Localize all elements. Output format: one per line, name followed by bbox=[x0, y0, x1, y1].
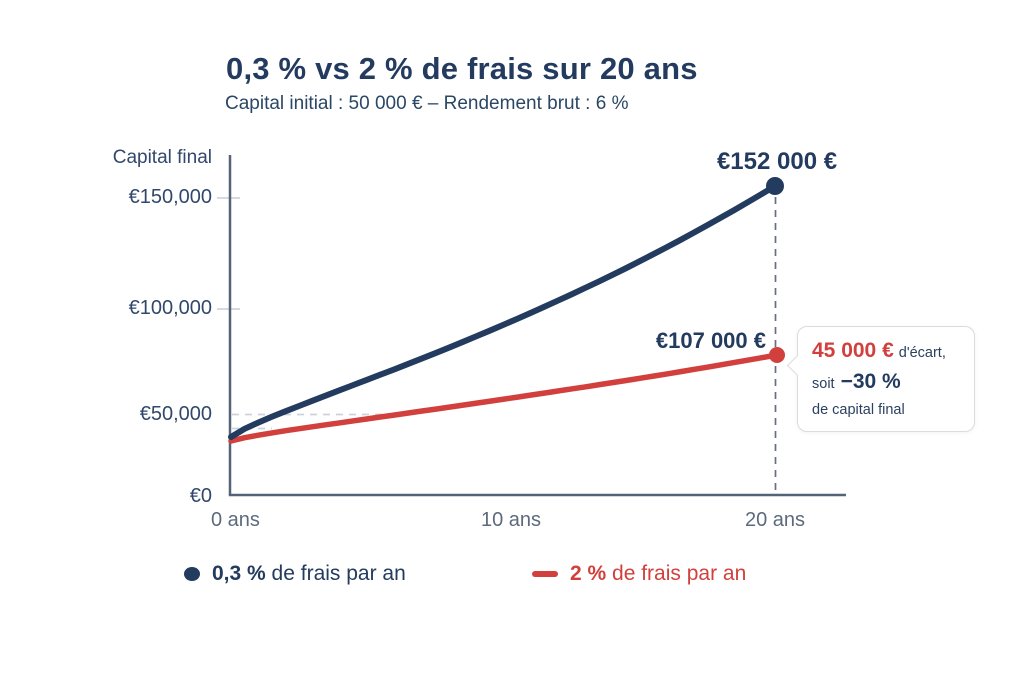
legend-label-2pct: 2 % de frais par an bbox=[570, 562, 746, 586]
legend-rest-2pct: de frais par an bbox=[612, 562, 747, 585]
series-endpoint-2pct bbox=[769, 347, 785, 363]
callout-amount-suffix: d'écart, bbox=[898, 345, 946, 361]
legend-item-0_3pct: 0,3 % de frais par an bbox=[184, 560, 406, 588]
legend-value-2pct: 2 % bbox=[570, 562, 607, 585]
y-tick-150000: €150,000 bbox=[128, 186, 212, 208]
dot-icon bbox=[184, 567, 200, 581]
legend-value-0_3pct: 0,3 % bbox=[212, 562, 266, 585]
callout-line-1: 45 000 € d'écart, bbox=[812, 338, 960, 364]
x-tick-0-ans: 0 ans bbox=[211, 509, 260, 531]
y-tick-50000: €50,000 bbox=[139, 403, 212, 425]
y-tick-100000: €100,000 bbox=[128, 297, 212, 319]
y-tick-0: €0 bbox=[189, 485, 212, 507]
callout-line-2: soit −30 % bbox=[812, 369, 960, 395]
callout-amount: 45 000 € bbox=[812, 339, 894, 362]
series-line-2pct bbox=[228, 352, 780, 444]
callout-soit: soit bbox=[812, 376, 835, 393]
legend-rest-0_3pct: de frais par an bbox=[271, 562, 406, 585]
series-line-0_3pct bbox=[228, 183, 778, 440]
end-value-label-2pct: €107 000 € bbox=[655, 328, 766, 353]
x-tick-20-ans: 20 ans bbox=[744, 509, 806, 531]
dash-icon bbox=[532, 571, 558, 577]
legend-label-0_3pct: 0,3 % de frais par an bbox=[212, 562, 406, 586]
end-value-label-0_3pct: €152 000 € bbox=[716, 148, 838, 175]
y-axis-title: Capital final bbox=[112, 147, 212, 168]
chart-subtitle: Capital initial : 50 000 € – Rendement b… bbox=[225, 93, 629, 114]
callout-percent: −30 % bbox=[840, 370, 901, 394]
callout-line-3: de capital final bbox=[812, 401, 905, 418]
chart-title: 0,3 % vs 2 % de frais sur 20 ans bbox=[226, 51, 698, 86]
difference-callout: 45 000 € d'écart, soit −30 % de capital fi… bbox=[786, 326, 975, 432]
x-tick-10-ans: 10 ans bbox=[480, 509, 542, 531]
series-endpoint-0_3pct bbox=[766, 177, 784, 195]
legend-item-2pct: 2 % de frais par an bbox=[532, 560, 746, 588]
